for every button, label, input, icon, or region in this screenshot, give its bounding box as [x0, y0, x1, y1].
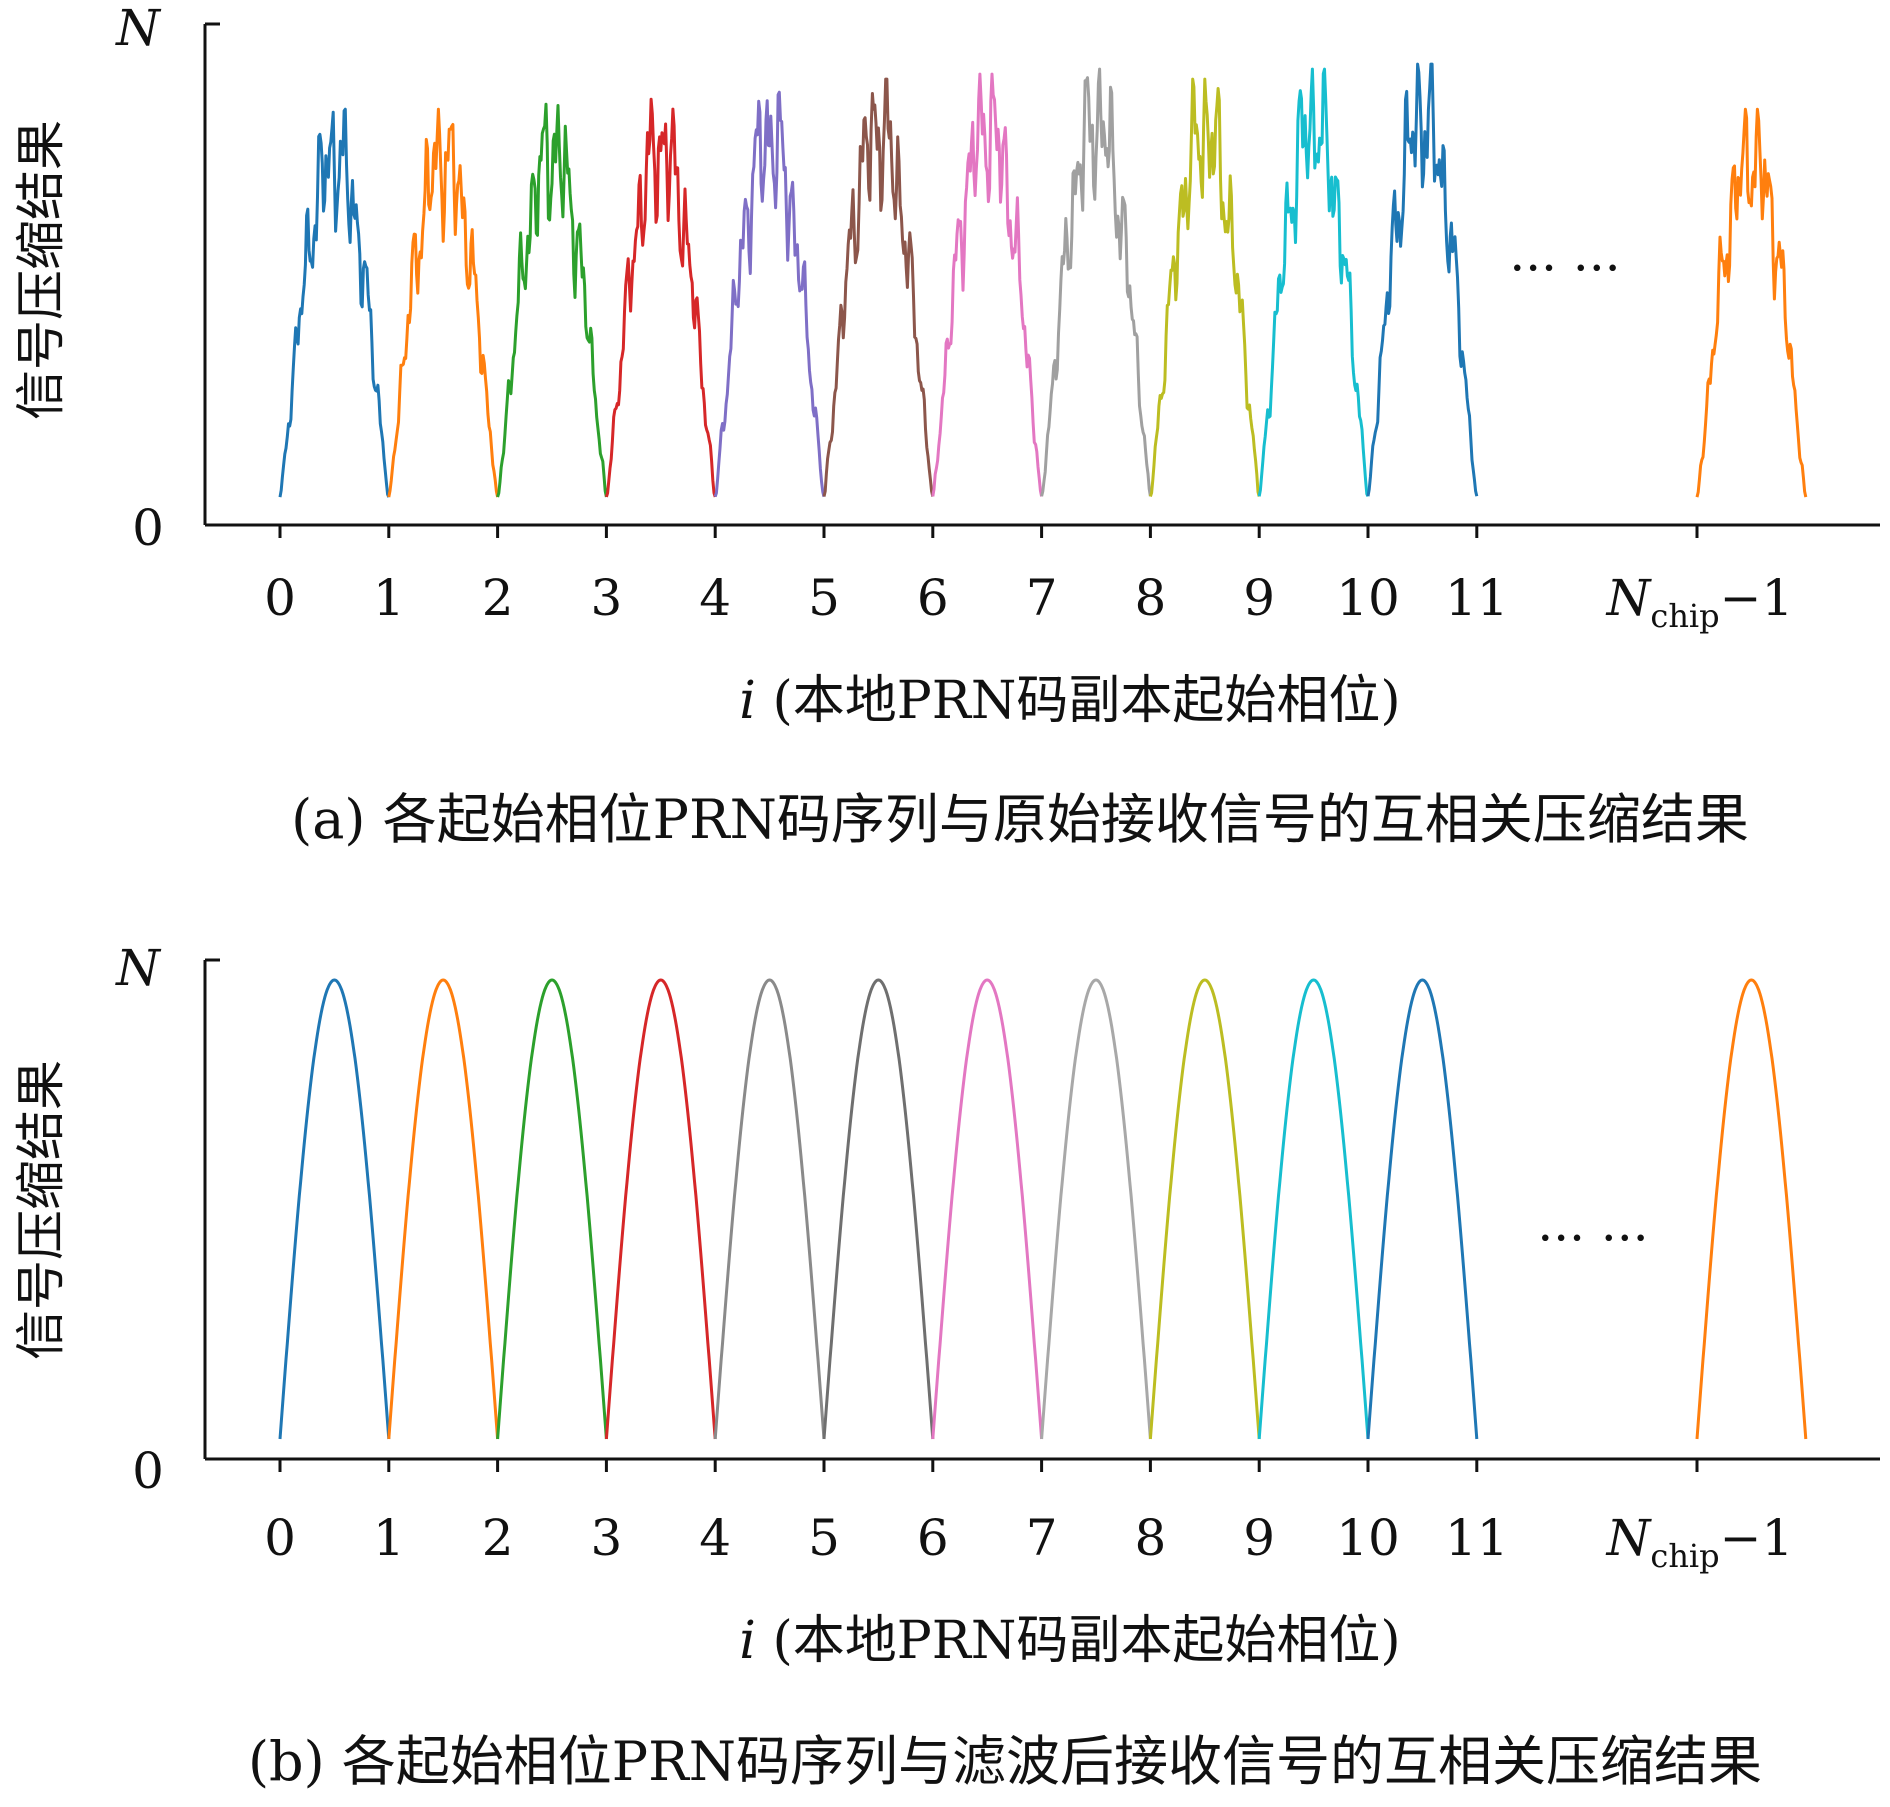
panel-b-series-curve: [822, 978, 935, 1440]
panel-a-xlabel: i (本地PRN码副本起始相位): [739, 671, 1400, 731]
panel-b-series-curve: [1695, 978, 1808, 1440]
panel-b-series-curve: [496, 978, 608, 1440]
panel-b-series-curve: [1040, 978, 1152, 1440]
panel-b-x-ticks: 0 1 2 3 4 5 6 7 8 9 10 11: [264, 1459, 1699, 1567]
panel-b-series-curve: [713, 978, 826, 1440]
panel-a-ellipsis: ··· ···: [1509, 239, 1620, 297]
panel-a-x-tick-label: 11: [1445, 569, 1509, 627]
panel-b-series-curve: [1148, 978, 1261, 1440]
panel-a-x-tick-label: 10: [1336, 569, 1400, 627]
panel-b-x-tick-label: 3: [590, 1509, 622, 1567]
panel-a-series-curve: [1257, 67, 1370, 497]
panel-b-ytick-bottom: 0: [132, 1442, 164, 1500]
panel-a-series-curve: [931, 72, 1044, 497]
panel-a-x-tick-label: 4: [699, 569, 731, 627]
panel-b-xlabel: i (本地PRN码副本起始相位): [739, 1611, 1400, 1671]
panel-b-x-tick-label: 11: [1445, 1509, 1509, 1567]
panel-b-x-tick-label: 0: [264, 1509, 296, 1567]
panel-b-x-tick-label: 8: [1134, 1509, 1166, 1567]
panel-a-x-tick-label: 0: [264, 569, 296, 627]
panel-a-x-tick-label: 7: [1026, 569, 1058, 627]
panel-a-series-curve: [1695, 107, 1808, 498]
panel-a-last-tick-label: Nchip−1: [1606, 569, 1794, 635]
panel-a-x-tick-label: 2: [482, 569, 514, 627]
panel-a-series-curve: [1040, 67, 1152, 497]
panel-b-x-tick-label: 6: [917, 1509, 949, 1567]
panel-b-series-curve: [931, 978, 1044, 1440]
panel-a-ytick-top: N: [115, 0, 162, 57]
panel-b-series-curve: [1366, 978, 1479, 1440]
panel-a-series: [278, 62, 1808, 498]
panel-b-series-curve: [1257, 978, 1370, 1440]
panel-a-series-curve: [496, 102, 608, 498]
panel-a-series-curve: [1366, 62, 1479, 497]
panel-b-series: [278, 978, 1808, 1440]
panel-b-caption: (b) 各起始相位PRN码序列与滤波后接收信号的互相关压缩结果: [248, 1730, 1762, 1793]
panel-a-series-curve: [604, 97, 717, 498]
panel-a: 信号压缩结果 N 0 0 1 2 3 4 5 6 7 8 9 10 11 ··· ··· Nchip−…: [12, 0, 1880, 851]
panel-a-x-tick-label: 8: [1134, 569, 1166, 627]
panel-a-caption: (a) 各起始相位PRN码序列与原始接收信号的互相关压缩结果: [291, 788, 1749, 851]
panel-b-ytick-top: N: [115, 939, 162, 997]
panel-a-ytick-bottom: 0: [132, 499, 164, 557]
panel-b-last-tick-label: Nchip−1: [1606, 1509, 1794, 1575]
panel-a-axes: [203, 22, 1880, 527]
panel-b-x-tick-label: 9: [1243, 1509, 1275, 1567]
panel-a-x-tick-label: 6: [917, 569, 949, 627]
panel-b-series-curve: [604, 978, 717, 1440]
panel-a-x-tick-label: 1: [373, 569, 405, 627]
panel-b-x-tick-label: 10: [1336, 1509, 1400, 1567]
panel-a-series-curve: [713, 90, 826, 498]
panel-a-x-tick-label: 9: [1243, 569, 1275, 627]
panel-a-x-tick-label: 3: [590, 569, 622, 627]
panel-a-series-curve: [822, 77, 935, 497]
panel-b-x-tick-label: 5: [808, 1509, 840, 1567]
panel-b-x-tick-label: 4: [699, 1509, 731, 1567]
panel-b-x-tick-label: 2: [482, 1509, 514, 1567]
panel-b-series-curve: [387, 978, 500, 1440]
panel-b-series-curve: [278, 978, 391, 1440]
panel-a-series-curve: [1148, 77, 1261, 497]
panel-b-x-tick-label: 7: [1026, 1509, 1058, 1567]
panel-a-ylabel: 信号压缩结果: [12, 120, 70, 420]
panel-a-series-curve: [278, 107, 391, 498]
panel-a-x-ticks: 0 1 2 3 4 5 6 7 8 9 10 11: [264, 525, 1699, 627]
panel-b: 信号压缩结果 N 0 0 1 2 3 4 5 6 7 8 9 10 11 ··· ··· Nchip−…: [12, 939, 1880, 1793]
panel-a-x-tick-label: 5: [808, 569, 840, 627]
panel-b-x-tick-label: 1: [373, 1509, 405, 1567]
panel-b-ellipsis: ··· ···: [1537, 1209, 1648, 1267]
panel-b-ylabel: 信号压缩结果: [12, 1060, 70, 1360]
panel-a-series-curve: [387, 107, 500, 498]
